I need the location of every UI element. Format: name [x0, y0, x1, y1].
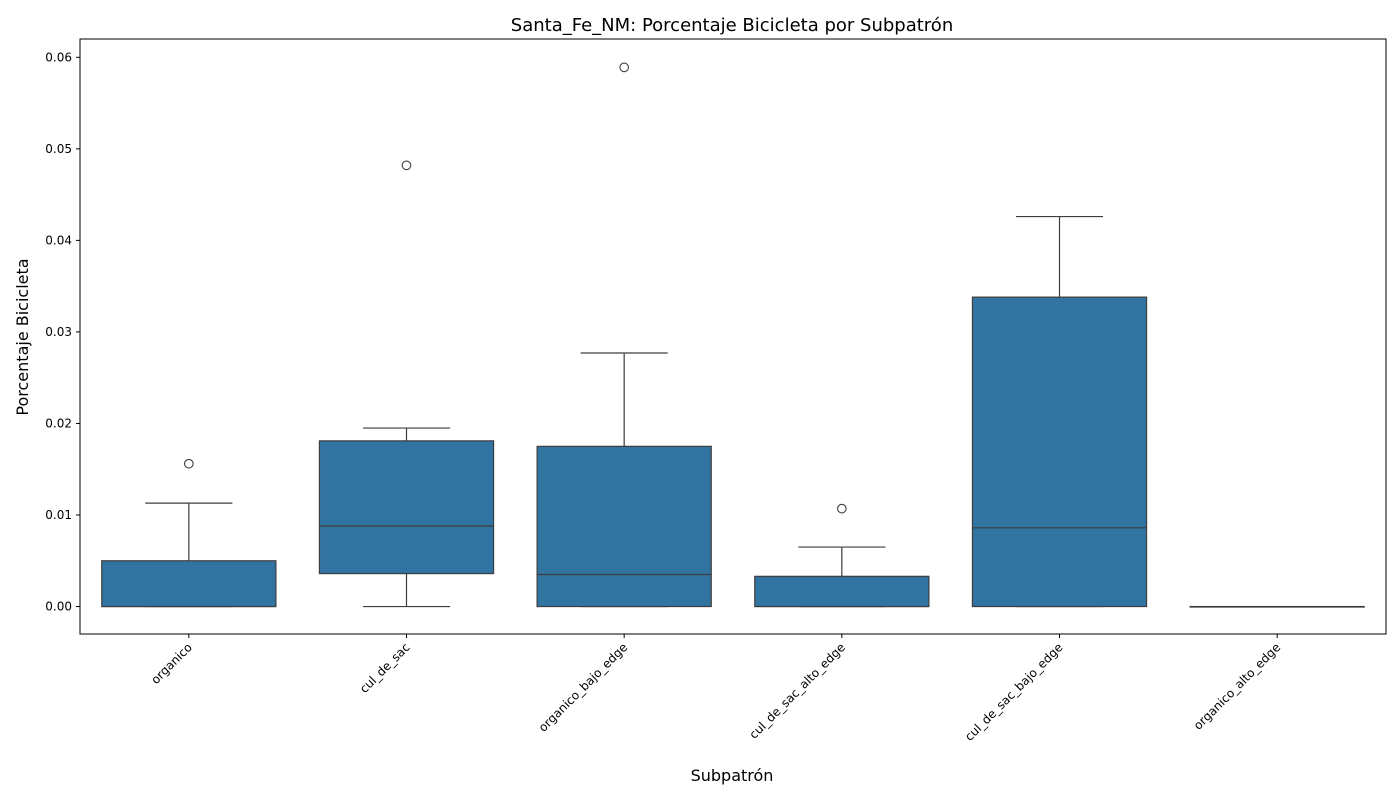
- outlier-point: [836, 503, 847, 514]
- box-iqr: [536, 445, 712, 608]
- x-tick-label: organico_bajo_edge: [536, 640, 630, 734]
- y-tick-label: 0.05: [45, 142, 72, 156]
- chart-title: Santa_Fe_NM: Porcentaje Bicicleta por Su…: [511, 15, 953, 36]
- x-tick-label: organico: [148, 640, 195, 687]
- box-iqr: [971, 296, 1148, 608]
- y-tick-label: 0.01: [45, 508, 72, 522]
- box-iqr: [754, 575, 930, 608]
- x-tick-label: cul_de_sac: [357, 640, 413, 696]
- plot-frame: [79, 38, 1387, 635]
- y-axis-label: Porcentaje Bicicleta: [13, 258, 32, 415]
- y-tick-label: 0.02: [45, 416, 72, 430]
- box-iqr: [101, 560, 277, 608]
- x-tick-label: cul_de_sac_alto_edge: [746, 640, 847, 741]
- outlier-point: [183, 458, 194, 469]
- outlier-point: [401, 160, 412, 171]
- y-tick-label: 0.06: [45, 50, 72, 64]
- x-axis-label: Subpatrón: [691, 766, 774, 785]
- plot-area: 0.00 0.01 0.02 0.03 0.04 0.05 0.06 organico cul_…: [45, 38, 1387, 744]
- y-tick-label: 0.00: [45, 600, 72, 614]
- y-tick-label: 0.03: [45, 325, 72, 339]
- box-iqr: [318, 440, 495, 575]
- outlier-point: [619, 62, 630, 73]
- y-tick-label: 0.04: [45, 233, 72, 247]
- x-tick-label: organico_alto_edge: [1191, 640, 1283, 732]
- x-tick-label: cul_de_sac_bajo_edge: [962, 640, 1066, 744]
